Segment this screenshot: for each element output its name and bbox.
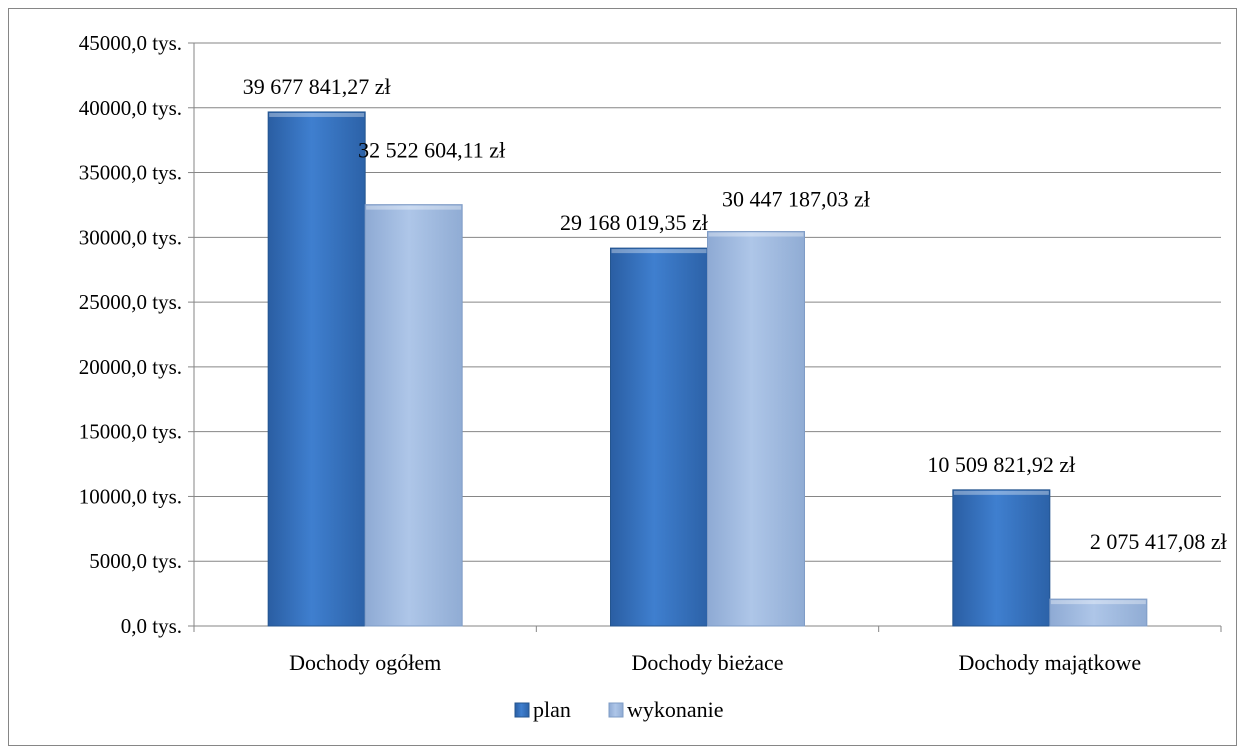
y-tick-label: 20000,0 tys. bbox=[79, 355, 182, 379]
bar-wykonanie-1 bbox=[364, 204, 463, 627]
bar-plan-2 bbox=[610, 247, 708, 627]
y-tick-label: 25000,0 tys. bbox=[79, 290, 182, 314]
bars bbox=[267, 111, 1148, 627]
data-label: 29 168 019,35 zł bbox=[560, 210, 708, 235]
bar-plan-1 bbox=[267, 111, 366, 627]
bar-highlight bbox=[269, 112, 365, 117]
y-tick-label: 5000,0 tys. bbox=[89, 549, 182, 573]
x-category-label: Dochody majątkowe bbox=[958, 650, 1141, 675]
y-tick-label: 10000,0 tys. bbox=[79, 484, 182, 508]
data-label: 2 075 417,08 zł bbox=[1090, 529, 1227, 554]
legend: plan wykonanie bbox=[514, 697, 724, 722]
bar-highlight bbox=[953, 490, 1049, 495]
data-label: 32 522 604,11 zł bbox=[358, 138, 505, 163]
legend-label-wykonanie: wykonanie bbox=[627, 697, 724, 722]
data-labels: 39 677 841,27 zł 29 168 019,35 zł 10 509 8… bbox=[243, 74, 1227, 554]
bar-highlight bbox=[366, 205, 462, 210]
y-tick-label: 0,0 tys. bbox=[121, 614, 182, 638]
legend-swatch-plan bbox=[514, 702, 530, 718]
data-label: 39 677 841,27 zł bbox=[243, 74, 391, 99]
legend-swatch-wykonanie bbox=[608, 702, 624, 718]
y-tick-label: 30000,0 tys. bbox=[79, 225, 182, 249]
data-label: 30 447 187,03 zł bbox=[722, 187, 870, 212]
bar-highlight bbox=[708, 232, 804, 237]
y-tick-label: 15000,0 tys. bbox=[79, 420, 182, 444]
bar-highlight bbox=[1050, 600, 1146, 605]
bar-chart: 0,0 tys. 5000,0 tys. 10000,0 tys. 15000,0 t… bbox=[79, 31, 1227, 722]
bar-plan-3 bbox=[952, 489, 1051, 627]
legend-label-plan: plan bbox=[533, 697, 571, 722]
x-category-label: Dochody bieżace bbox=[631, 650, 783, 675]
chart-frame: 0,0 tys. 5000,0 tys. 10000,0 tys. 15000,0 t… bbox=[8, 8, 1237, 746]
y-tick-label: 40000,0 tys. bbox=[79, 96, 182, 120]
bar-wykonanie-2 bbox=[707, 231, 805, 627]
bar-wykonanie-3 bbox=[1049, 598, 1148, 627]
y-tick-label: 35000,0 tys. bbox=[79, 161, 182, 185]
y-tick-label: 45000,0 tys. bbox=[79, 31, 182, 55]
x-category-label: Dochody ogółem bbox=[289, 650, 441, 675]
bar-highlight bbox=[611, 249, 707, 254]
data-label: 10 509 821,92 zł bbox=[927, 452, 1075, 477]
